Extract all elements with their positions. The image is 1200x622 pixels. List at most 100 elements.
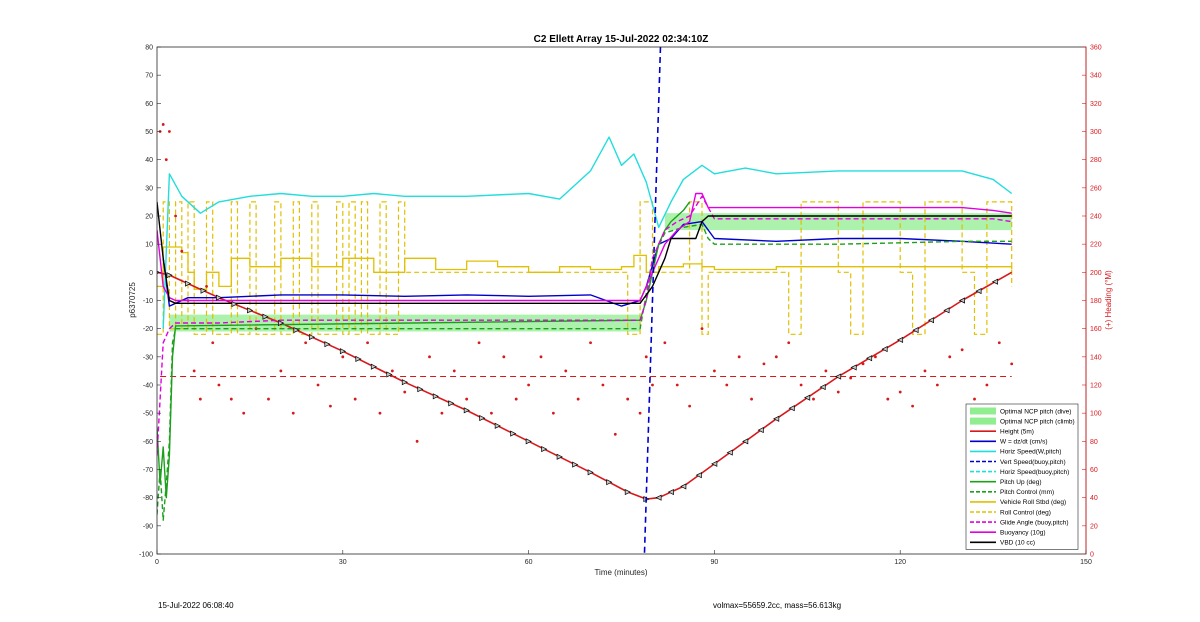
heading-point — [874, 355, 877, 359]
height-marker — [695, 472, 702, 479]
height-marker — [819, 384, 826, 391]
heading-point — [601, 383, 605, 387]
y-tick-label: -20 — [143, 326, 153, 333]
y2-tick-label: 340 — [1090, 73, 1102, 80]
height-marker — [401, 379, 409, 386]
y-tick-label: -50 — [143, 411, 153, 418]
x-tick-label: 150 — [1080, 559, 1092, 566]
heading-point — [700, 327, 704, 331]
height-marker — [587, 469, 594, 476]
heading-point — [564, 369, 568, 373]
heading-point — [663, 341, 667, 345]
series-line-vbd-10-cc — [157, 201, 1012, 304]
heading-point — [774, 355, 778, 359]
height-marker — [726, 449, 733, 456]
heading-point — [576, 397, 580, 401]
heading-point — [514, 397, 518, 401]
height-marker — [896, 336, 904, 343]
heading-point — [180, 249, 184, 253]
heading-point — [613, 432, 617, 436]
heading-point — [304, 341, 308, 345]
height-marker — [975, 288, 982, 295]
y-tick-label: 20 — [145, 214, 153, 221]
legend-label: Pitch Up (deg) — [1000, 479, 1042, 486]
legend-label: Buoyancy (10g) — [1000, 530, 1046, 537]
height-marker — [463, 407, 470, 414]
heading-point — [1010, 362, 1014, 366]
legend-swatch — [970, 407, 996, 415]
legend-label: Glide Angle (buoy,pitch) — [1000, 519, 1069, 526]
legend-label: Roll Control (deg) — [1000, 509, 1051, 516]
height-marker — [479, 415, 486, 422]
y2-tick-label: 20 — [1090, 523, 1098, 530]
height-marker — [773, 415, 780, 422]
chart-title: C2 Ellett Array 15-Jul-2022 02:34:10Z — [534, 34, 709, 45]
heading-point — [267, 397, 270, 401]
height-marker — [247, 307, 254, 314]
height-marker — [324, 341, 331, 348]
height-marker — [667, 488, 674, 496]
series-line-horiz-speed-w-pitch — [162, 136, 1013, 329]
right-axis: 3603403203002802602402202001801601401201… — [1082, 45, 1102, 559]
height-marker — [556, 453, 563, 460]
heading-point — [638, 411, 642, 415]
x-axis: 0 30 60 90 120 150 — [155, 550, 1092, 566]
roll-control-line — [157, 201, 1013, 335]
heading-point — [279, 369, 283, 373]
y-tick-label: 80 — [145, 45, 153, 52]
heading-point — [762, 362, 766, 366]
height-marker — [624, 488, 631, 496]
height-marker — [742, 438, 749, 445]
y2-axis-label: (+) Heading (°M) — [1104, 270, 1113, 330]
y-tick-label: 60 — [145, 101, 153, 108]
vertical-marker-line — [643, 47, 662, 554]
height-marker — [185, 280, 192, 287]
heading-point — [415, 439, 419, 443]
heading-point — [787, 341, 791, 345]
heading-point — [737, 355, 741, 359]
heading-point — [316, 383, 320, 387]
y2-tick-label: 200 — [1090, 270, 1102, 277]
y2-tick-label: 300 — [1090, 129, 1102, 136]
y-tick-label: 70 — [145, 73, 153, 80]
height-marker — [231, 300, 238, 308]
heading-point — [341, 355, 345, 359]
height-marker — [262, 313, 269, 320]
height-marker — [355, 355, 362, 363]
legend-label: Height (5m) — [1000, 429, 1034, 436]
heading-point — [812, 397, 815, 401]
vehicle-roll-line — [157, 246, 1013, 290]
y2-tick-label: 220 — [1090, 242, 1102, 249]
heading-point — [477, 341, 481, 345]
height-marker — [850, 364, 857, 371]
heading-point — [688, 404, 692, 408]
heading-point — [644, 355, 648, 359]
height-marker — [200, 287, 207, 294]
height-marker — [757, 427, 764, 434]
heading-point — [205, 285, 208, 288]
height-marker — [881, 346, 888, 353]
heading-point — [911, 404, 914, 408]
heading-point — [161, 123, 165, 126]
height-marker — [417, 386, 424, 393]
heading-point — [960, 348, 964, 352]
legend-label: Vehicle Roll Stbd (deg) — [1000, 499, 1066, 506]
legend-box — [965, 403, 1079, 550]
heading-point — [490, 411, 493, 415]
height-marker — [216, 294, 223, 301]
y2-tick-label: 160 — [1090, 326, 1102, 333]
heading-point — [551, 411, 555, 415]
height-marker — [278, 319, 285, 327]
heading-point — [366, 341, 369, 345]
y-tick-label: -90 — [143, 523, 153, 530]
y2-tick-label: 240 — [1090, 214, 1102, 221]
y-tick-label: -100 — [139, 552, 153, 559]
heading-point — [452, 369, 456, 373]
height-marker — [510, 430, 517, 437]
height-marker — [680, 483, 687, 490]
y-tick-label: -10 — [143, 298, 153, 305]
legend-label: Optimal NCP pitch (dive) — [1000, 408, 1071, 415]
x-tick-label: 0 — [155, 559, 159, 566]
heading-point — [378, 411, 382, 415]
heading-point — [229, 397, 233, 401]
